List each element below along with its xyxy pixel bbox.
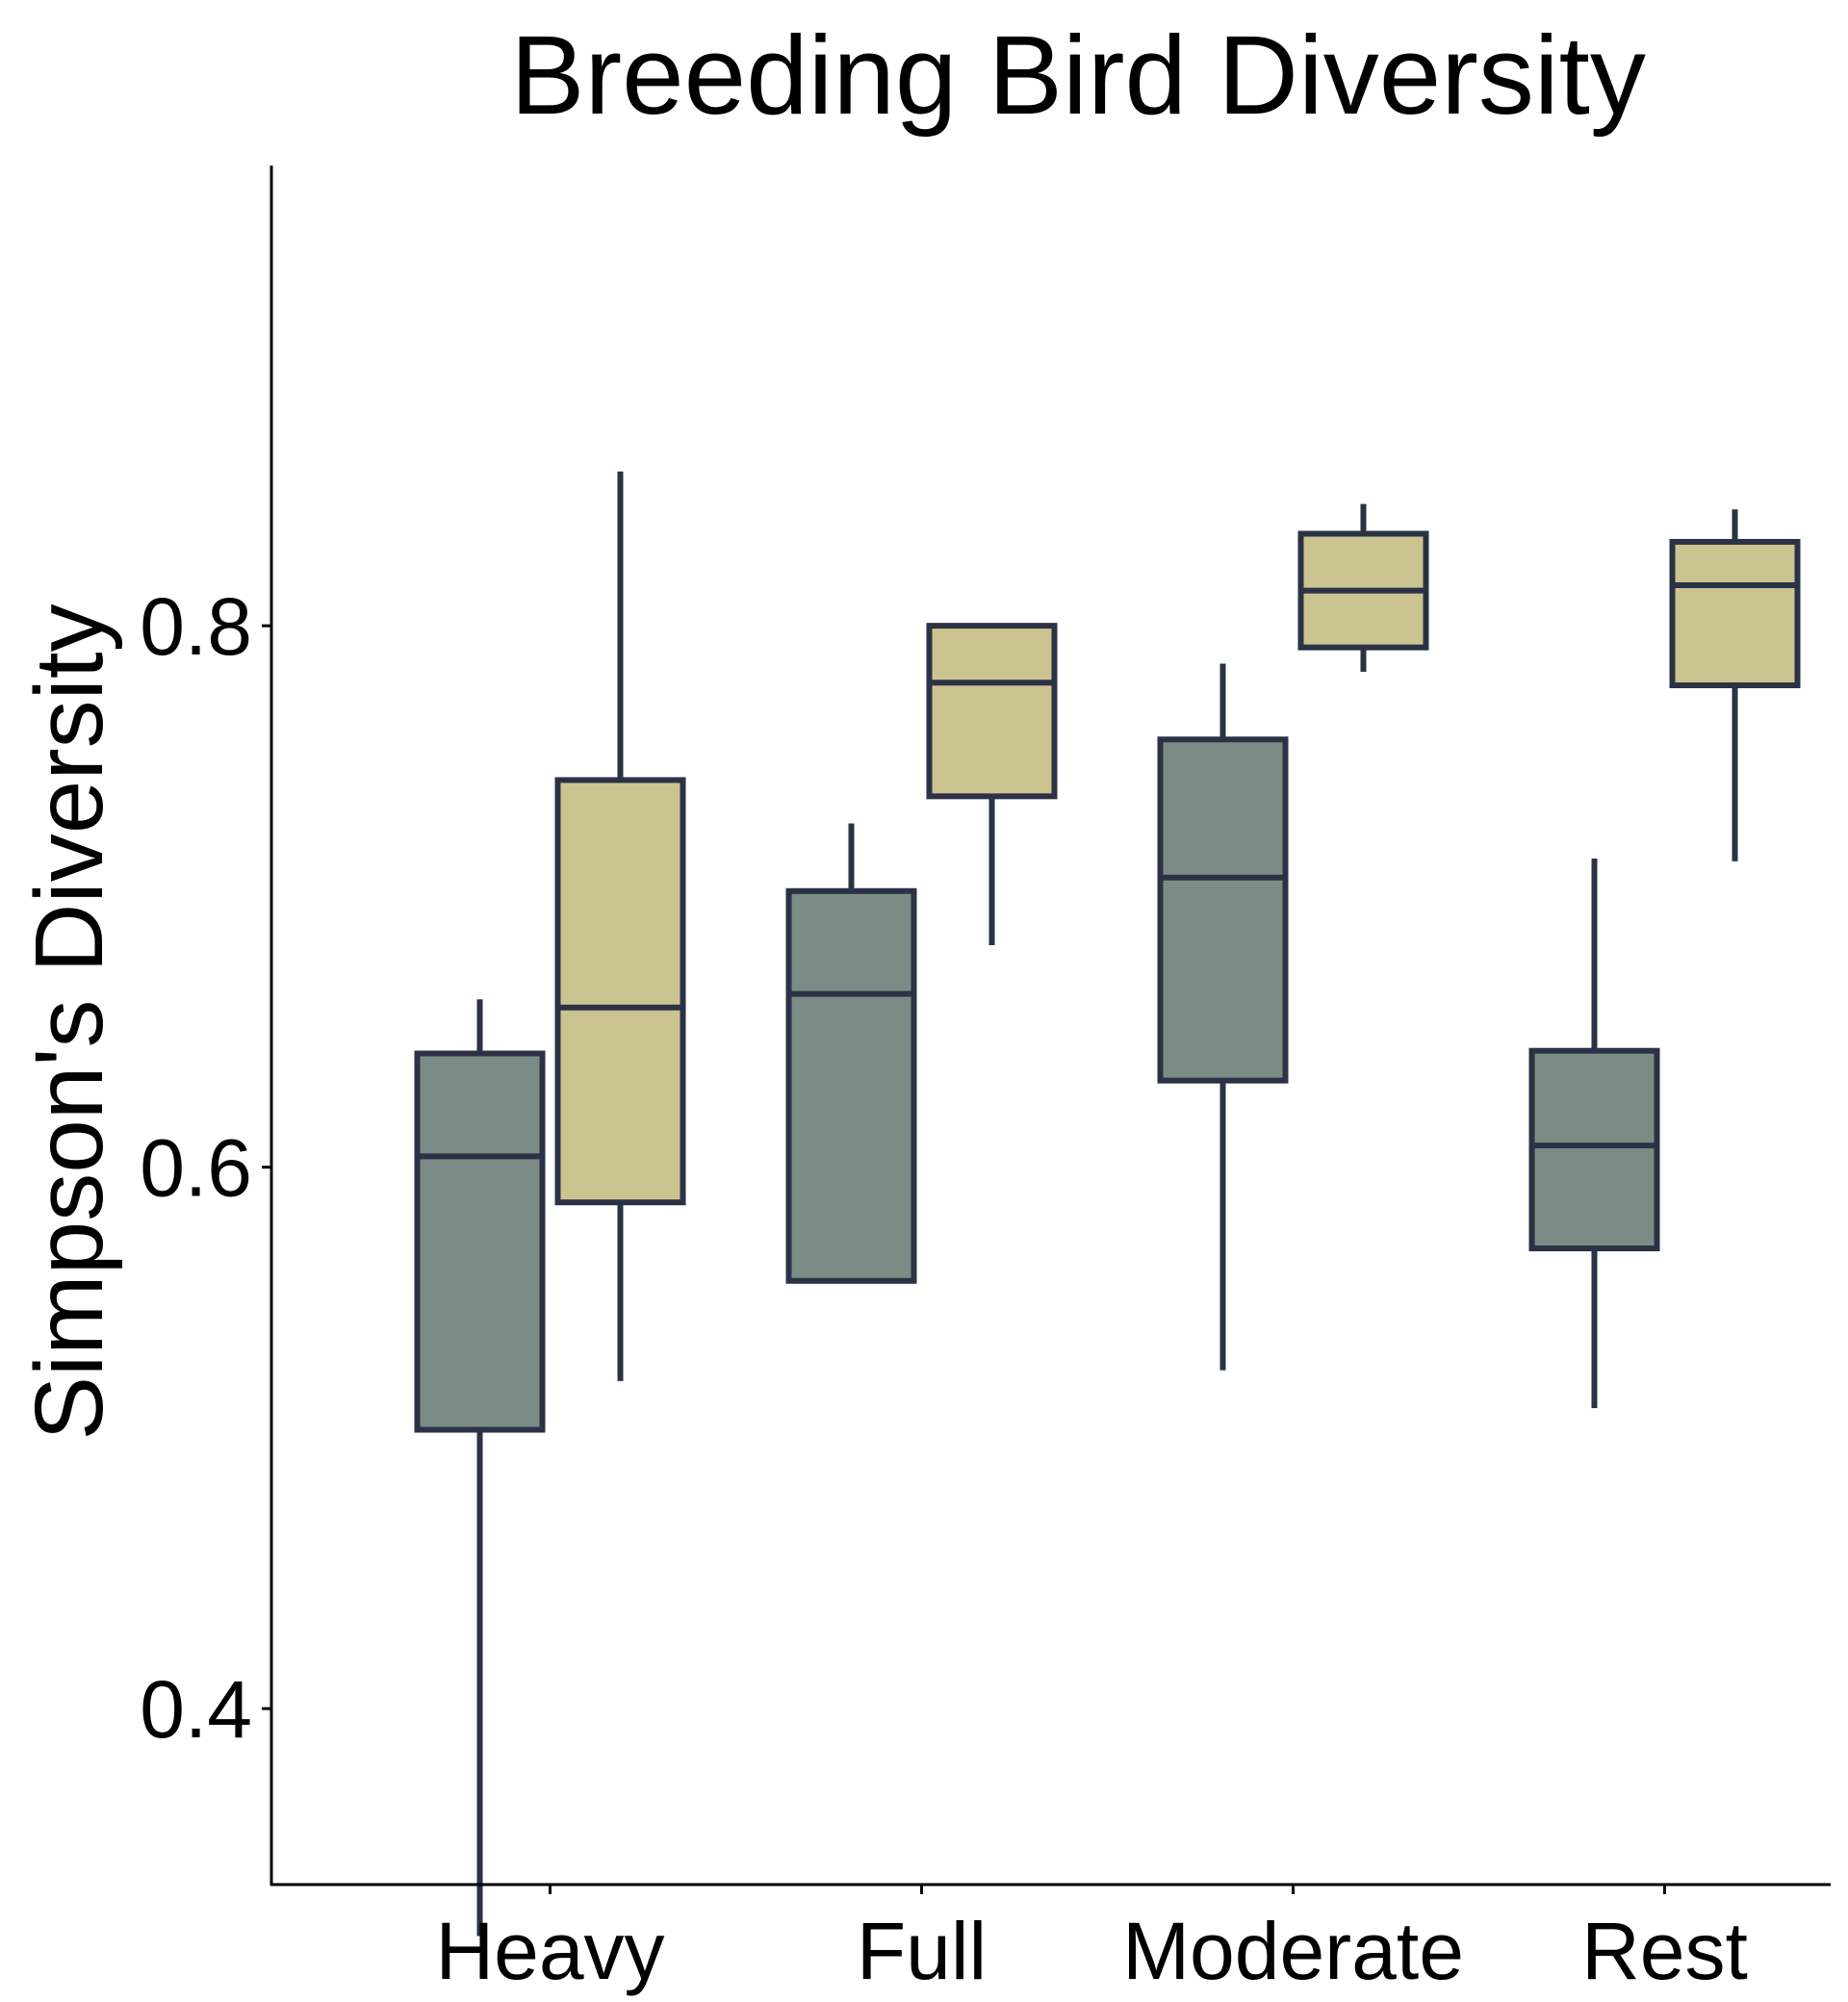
y-tick-label-0.6: 0.6 bbox=[140, 1123, 252, 1214]
chart-title: Breeding Bird Diversity bbox=[510, 13, 1646, 138]
y-tick-label-0.8: 0.8 bbox=[140, 581, 252, 672]
box-series-2-full bbox=[926, 623, 1058, 800]
y-axis-title: Simpson's Diversity bbox=[15, 603, 123, 1440]
x-tick-label-full: Full bbox=[857, 1906, 987, 1996]
x-tick-label-moderate: Moderate bbox=[1122, 1906, 1464, 1996]
y-tick-label-0.4: 0.4 bbox=[140, 1664, 252, 1755]
box-series-1-heavy bbox=[414, 1050, 546, 1433]
box-series-2-heavy bbox=[554, 777, 686, 1206]
x-tick-label-heavy: Heavy bbox=[435, 1906, 664, 1996]
plot-area: 0.4 0.6 0.8 Heavy Full Moderate Rest bbox=[140, 166, 1831, 1996]
box-series-1-rest bbox=[1528, 1047, 1660, 1252]
box-series-1-full bbox=[785, 887, 917, 1284]
box-series-1-moderate bbox=[1157, 736, 1289, 1084]
box-series-2-rest bbox=[1669, 538, 1801, 689]
x-tick-label-rest: Rest bbox=[1581, 1906, 1748, 1996]
